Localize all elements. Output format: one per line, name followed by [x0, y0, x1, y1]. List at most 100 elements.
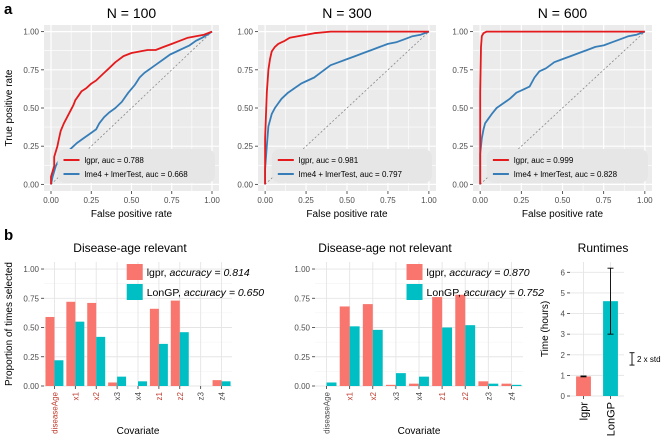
legend-label: lgpr, auc = 0.999: [514, 156, 574, 165]
x-axis-label: False positive rate: [306, 209, 388, 220]
bar-lgpr-z2: [170, 300, 180, 386]
y-tick-label: 1.00: [237, 28, 253, 37]
legend-label: lme4 + lmerTest, auc = 0.668: [85, 170, 189, 179]
bar-lgpr-z4: [212, 380, 222, 386]
legend-accuracy: accuracy = 0.650: [184, 287, 264, 299]
legend-swatch: [406, 264, 423, 280]
bar-lgpr-x2: [362, 304, 373, 386]
y-tick-label: 0.50: [452, 104, 468, 113]
legend-swatch: [406, 284, 423, 300]
chart-title: Disease-age relevant: [73, 241, 187, 255]
bar-LonGP-z2: [465, 325, 476, 386]
x-tick-label: z1: [438, 391, 447, 400]
x-tick-label: 1.00: [204, 196, 220, 205]
bar-lgpr-x2: [87, 302, 97, 386]
x-tick-label: x3: [392, 391, 401, 400]
legend-method-name: lgpr,: [427, 267, 450, 279]
x-tick-label: diseaseAge: [50, 391, 59, 433]
x-tick-label: z2: [176, 391, 185, 400]
legend-label: lgpr, auc = 0.788: [85, 156, 145, 165]
x-tick-label: 0.25: [298, 196, 314, 205]
bar-runtime-lgpr: [576, 376, 591, 396]
bar-lgpr-x1: [339, 306, 350, 386]
y-tick-label: 6: [561, 268, 566, 277]
legend-method-name: LonGP,: [427, 287, 464, 299]
x-tick-label: lgpr: [579, 402, 591, 421]
y-tick-label: 1: [561, 371, 566, 380]
x-tick-label: x2: [92, 391, 101, 400]
x-axis-label: Covariate: [117, 426, 160, 437]
legend-label: lgpr, accuracy = 0.870: [427, 267, 530, 279]
x-tick-label: 0.75: [380, 196, 396, 205]
y-tick-label: 0.00: [452, 180, 468, 189]
chart-title: Runtimes: [578, 241, 629, 255]
bar-LonGP-z1: [158, 343, 168, 386]
x-tick-label: 0.50: [339, 196, 355, 205]
bar-runtime-LonGP: [603, 301, 618, 396]
y-tick-label: 0.50: [23, 324, 39, 333]
panel-label-b: b: [4, 227, 13, 244]
x-tick-label: 0.50: [555, 196, 571, 205]
x-tick-label: z4: [507, 391, 516, 400]
x-tick-label: 1.00: [421, 196, 437, 205]
legend-box: [271, 149, 432, 183]
y-axis-label: Proportion of times selected: [4, 262, 15, 386]
bar-LonGP-x1: [75, 321, 85, 386]
x-tick-label: x1: [71, 391, 80, 400]
y-tick-label: 5: [561, 289, 566, 298]
panel-label-a: a: [4, 1, 13, 18]
legend-accuracy: accuracy = 0.870: [449, 267, 529, 279]
y-tick-label: 0.25: [237, 142, 253, 151]
roc-curve-lgpr: [50, 30, 213, 185]
x-tick-label: LonGP: [606, 402, 618, 436]
chart-title: N = 100: [107, 5, 157, 21]
y-tick-label: 0.50: [237, 104, 253, 113]
roc-curve-lme4: [264, 30, 430, 185]
y-tick-label: 0.00: [294, 382, 310, 391]
x-tick-label: 0.00: [257, 196, 273, 205]
y-tick-label: 0.75: [23, 294, 39, 303]
roc-chart-n600: 0.00 0.25 0.50 0.75 1.00 0.00 0.25 0.50 0.75 1.00…: [452, 5, 653, 220]
bar-lgpr-x1: [66, 301, 76, 386]
y-tick-label: 0.00: [23, 180, 39, 189]
bar-lgpr-diseaseAge: [45, 316, 55, 386]
bar-LonGP-diseaseAge: [326, 382, 337, 386]
y-tick-label: 0.00: [237, 180, 253, 189]
x-tick-label: 1.00: [637, 196, 653, 205]
y-tick-label: 0.00: [23, 382, 39, 391]
bar-lgpr-x4: [409, 383, 419, 386]
x-tick-label: 0.50: [124, 196, 140, 205]
y-tick-label: 2: [561, 351, 566, 360]
y-tick-label: 0.75: [452, 66, 468, 75]
std-annotation: 2 x std: [637, 355, 661, 364]
legend-label: lme4 + lmerTest, auc = 0.828: [514, 170, 618, 179]
bar-lgpr-z1: [432, 297, 443, 386]
chart-title: Disease-age not relevant: [318, 241, 452, 255]
x-tick-label: diseaseAge: [323, 391, 332, 433]
legend-label: LonGP, accuracy = 0.752: [427, 287, 545, 299]
x-tick-label: z3: [197, 391, 206, 400]
bar-LonGP-x3: [117, 376, 127, 386]
y-tick-label: 0.50: [294, 324, 310, 333]
x-tick-label: 0.25: [83, 196, 99, 205]
x-tick-label: z3: [484, 391, 493, 400]
y-tick-label: 0: [561, 392, 566, 401]
bar-lgpr-x3: [108, 382, 118, 386]
legend-label: lgpr, auc = 0.981: [299, 156, 359, 165]
bar-LonGP-x2: [372, 329, 383, 386]
bar-lgpr-z3: [478, 381, 489, 386]
y-tick-label: 0.25: [23, 353, 39, 362]
bar-LonGP-x1: [349, 326, 360, 386]
bar-LonGP-z4: [511, 384, 522, 386]
x-tick-label: x1: [346, 391, 355, 400]
y-axis-label: True positive rate: [4, 69, 15, 146]
bar-chart-disease-age-not-relevant: 0.00 0.25 0.50 0.75 1.00 diseaseAge x1 x2 x3 x4 z1…: [294, 241, 544, 437]
x-tick-label: x3: [113, 391, 122, 400]
legend-method-name: lgpr,: [147, 267, 170, 279]
bar-lgpr-x3: [385, 384, 396, 386]
y-axis-label: Time (hours): [540, 301, 551, 357]
legend-box: [486, 149, 648, 183]
x-axis-label: False positive rate: [91, 209, 173, 220]
bar-LonGP-diseaseAge: [54, 360, 64, 386]
legend-method-name: LonGP,: [147, 287, 184, 299]
